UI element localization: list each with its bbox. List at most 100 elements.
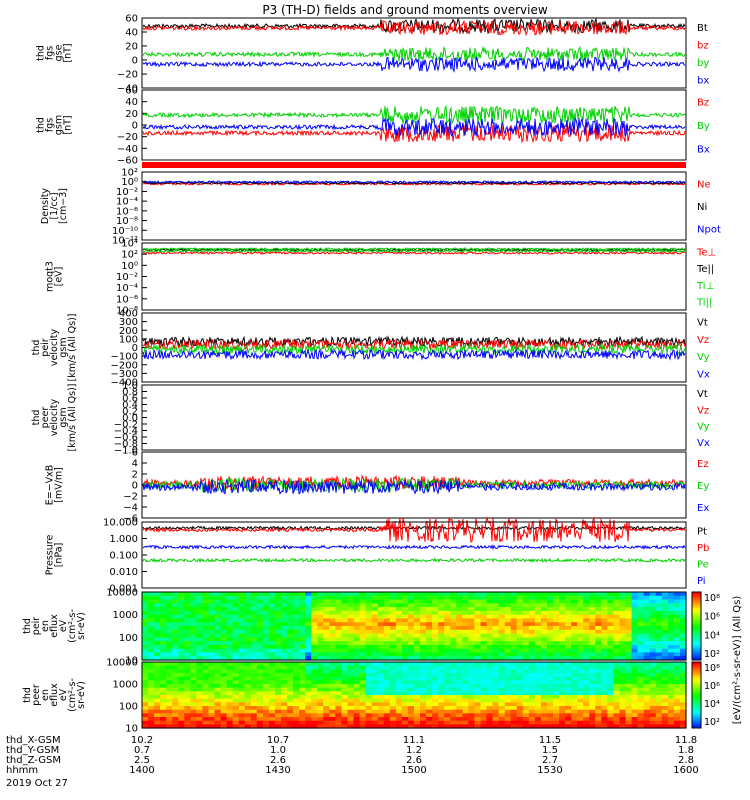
spectrogram-cell <box>613 720 621 725</box>
colorbar-cell <box>692 723 701 727</box>
spectrogram-cell <box>450 622 457 627</box>
spectrogram-cell <box>607 662 614 667</box>
spectrogram-cell <box>142 626 149 631</box>
spectrogram-cell <box>148 610 155 616</box>
spectrogram-cell <box>456 641 463 646</box>
spectrogram-cell <box>474 648 481 654</box>
legend-Bz: Bz <box>697 98 709 109</box>
spectrogram-cell <box>444 695 451 700</box>
spectrogram-cell <box>244 698 252 703</box>
spectrogram-cell <box>637 680 645 685</box>
spectrogram-cell <box>680 656 687 661</box>
figure-title: P3 (TH-D) fields and ground moments over… <box>262 3 547 17</box>
spectrogram-cell <box>287 656 294 661</box>
spectrogram-cell <box>534 603 542 608</box>
spectrogram-cell <box>643 592 651 597</box>
spectrogram-cell <box>462 614 469 620</box>
spectrogram-cell <box>420 603 427 608</box>
ytick-label: 10⁻⁸ <box>116 216 138 227</box>
spectrogram-cell <box>371 673 379 678</box>
colorbar-cell <box>692 630 701 634</box>
spectrogram-cell <box>184 720 191 725</box>
spectrogram-cell <box>534 676 542 681</box>
spectrogram-cell <box>619 648 627 654</box>
spectrogram-cell <box>637 637 645 642</box>
spectrogram-cell <box>498 626 506 631</box>
spectrogram-cell <box>305 603 312 608</box>
spectrogram-cell <box>553 698 560 703</box>
spectrogram-cell <box>438 633 445 638</box>
spectrogram-cell <box>341 622 349 627</box>
spectrogram-cell <box>389 665 397 670</box>
spectrogram-cell <box>287 595 294 601</box>
spectrogram-cell <box>649 648 657 654</box>
spectrogram-cell <box>498 709 506 714</box>
spectrogram-cell <box>142 629 149 635</box>
spectrogram-cell <box>432 618 439 623</box>
ytick-label: −6 <box>123 514 138 525</box>
spectrogram-cell <box>359 691 367 696</box>
spectrogram-cell <box>450 717 457 722</box>
spectrogram-cell <box>250 637 258 642</box>
spectrogram-cell <box>184 680 191 685</box>
spectrogram-cell <box>184 607 191 612</box>
spectrogram-cell <box>341 656 349 661</box>
spectrogram-cell <box>268 673 276 678</box>
spectrogram-cell <box>250 607 258 612</box>
spectrogram-cell <box>540 626 548 631</box>
spectrogram-cell <box>256 673 264 678</box>
spectrogram-cell <box>311 633 318 638</box>
spectrogram-cell <box>528 592 536 597</box>
spectrogram-cell <box>347 656 355 661</box>
spectrogram-cell <box>631 662 639 667</box>
spectrogram-cell <box>474 695 481 700</box>
spectrogram-cell <box>661 595 669 601</box>
spectrogram-cell <box>571 592 578 597</box>
spectrogram-cell <box>601 614 608 620</box>
spectrogram-cell <box>607 691 614 696</box>
spectrogram-cell <box>492 691 500 696</box>
spectrogram-cell <box>262 698 270 703</box>
spectrogram-cell <box>238 599 246 604</box>
spectrogram-cell <box>232 626 240 631</box>
spectrogram-cell <box>643 724 651 729</box>
spectrogram-cell <box>232 669 240 674</box>
spectrogram-cell <box>262 673 270 678</box>
spectrogram-cell <box>559 702 566 707</box>
spectrogram-cell <box>571 717 578 722</box>
spectrogram-cell <box>220 592 228 597</box>
spectrogram-cell <box>643 648 651 654</box>
spectrogram-cell <box>474 662 481 667</box>
spectrogram-cell <box>184 641 191 646</box>
spectrogram-cell <box>680 673 687 678</box>
spectrogram-cell <box>619 607 627 612</box>
spectrogram-cell <box>160 607 167 612</box>
spectrogram-cell <box>673 644 681 650</box>
spectrogram-cell <box>516 717 524 722</box>
spectrogram-cell <box>486 713 494 718</box>
spectrogram-cell <box>420 665 427 670</box>
spectrogram-cell <box>673 713 681 718</box>
spectrogram-cell <box>492 669 500 674</box>
spectrogram-cell <box>438 687 445 692</box>
spectrogram-cell <box>577 702 584 707</box>
spectrogram-cell <box>547 656 554 661</box>
spectrogram-cell <box>347 709 355 714</box>
spectrogram-cell <box>226 595 234 601</box>
spectrogram-cell <box>293 622 300 627</box>
spectrogram-cell <box>480 662 488 667</box>
spectrogram-cell <box>287 622 294 627</box>
spectrogram-cell <box>220 603 228 608</box>
spectrogram-cell <box>371 641 379 646</box>
spectrogram-cell <box>613 648 621 654</box>
ylabel-line: en <box>40 620 51 632</box>
spectrogram-cell <box>510 717 518 722</box>
spectrogram-cell <box>275 633 282 638</box>
spectrogram-cell <box>667 691 675 696</box>
spectrogram-cell <box>498 633 506 638</box>
spectrogram-cell <box>262 652 270 657</box>
spectrogram-cell <box>438 607 445 612</box>
spectrogram-cell <box>220 724 228 729</box>
spectrogram-cell <box>293 724 300 729</box>
spectrogram-cell <box>190 676 197 681</box>
